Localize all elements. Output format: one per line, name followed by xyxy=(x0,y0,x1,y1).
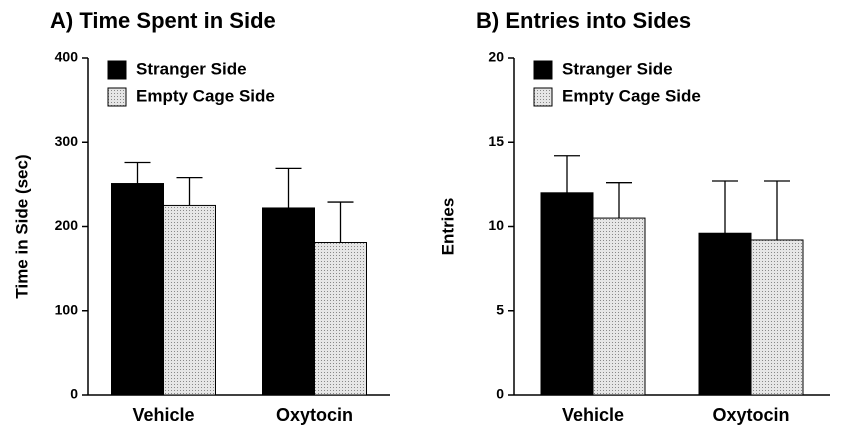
legend-label: Empty Cage Side xyxy=(136,86,275,105)
bar xyxy=(163,204,216,396)
y-tick-label: 5 xyxy=(496,301,504,317)
chart-title: B) Entries into Sides xyxy=(476,8,691,33)
bar xyxy=(698,232,752,396)
y-axis-label: Entries xyxy=(438,198,457,256)
x-tick-label: Vehicle xyxy=(132,405,194,425)
legend-swatch xyxy=(107,87,127,107)
bar xyxy=(111,183,164,396)
y-tick-label: 0 xyxy=(70,386,78,402)
x-tick-label: Vehicle xyxy=(562,405,624,425)
bar xyxy=(540,192,594,396)
chart-title: A) Time Spent in Side xyxy=(50,8,276,33)
bar xyxy=(592,217,646,396)
bar xyxy=(750,239,804,396)
y-tick-label: 200 xyxy=(55,217,79,233)
y-tick-label: 10 xyxy=(488,217,504,233)
y-tick-label: 400 xyxy=(55,49,79,65)
x-tick-label: Oxytocin xyxy=(276,405,353,425)
y-tick-label: 15 xyxy=(488,133,504,149)
legend-swatch xyxy=(533,87,553,107)
legend-label: Empty Cage Side xyxy=(562,86,701,105)
y-tick-label: 20 xyxy=(488,49,504,65)
bar xyxy=(314,242,367,396)
legend-label: Stranger Side xyxy=(562,59,673,78)
bar xyxy=(262,207,315,396)
x-tick-label: Oxytocin xyxy=(712,405,789,425)
y-axis-label: Time in Side (sec) xyxy=(12,154,31,298)
y-tick-label: 100 xyxy=(55,301,79,317)
y-tick-label: 300 xyxy=(55,133,79,149)
legend-label: Stranger Side xyxy=(136,59,247,78)
y-tick-label: 0 xyxy=(496,386,504,402)
legend-swatch xyxy=(107,60,127,80)
legend-swatch xyxy=(533,60,553,80)
